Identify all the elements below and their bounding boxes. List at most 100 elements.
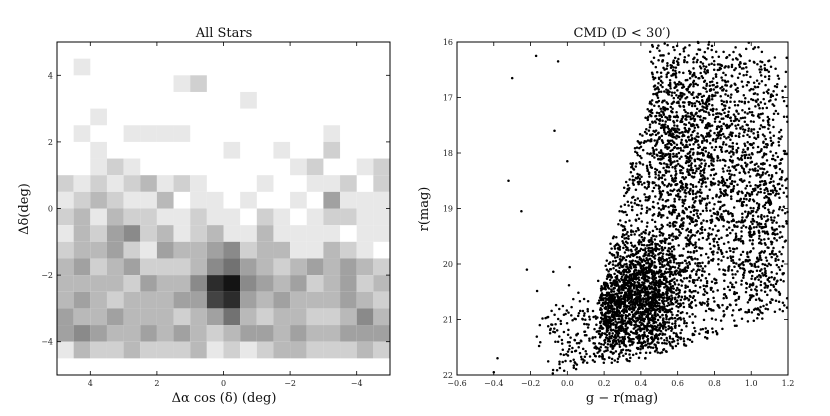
scatter-point xyxy=(713,202,716,206)
scatter-point xyxy=(719,200,722,204)
heatmap-cell xyxy=(240,225,257,242)
scatter-point xyxy=(683,198,687,202)
scatter-point xyxy=(763,215,766,218)
scatter-point xyxy=(686,264,690,268)
scatter-point xyxy=(743,142,746,146)
scatter-point xyxy=(783,304,786,307)
scatter-point xyxy=(653,248,657,251)
scatter-point xyxy=(701,108,704,112)
heatmap-cell xyxy=(57,175,74,192)
scatter-point xyxy=(673,254,676,258)
scatter-point xyxy=(709,221,713,224)
scatter-point xyxy=(669,282,672,286)
scatter-point xyxy=(759,124,763,127)
scatter-point xyxy=(687,298,691,301)
scatter-point xyxy=(677,192,680,196)
scatter-point xyxy=(634,188,638,191)
scatter-point xyxy=(640,289,643,292)
scatter-point xyxy=(636,308,640,311)
scatter-point xyxy=(722,225,725,228)
scatter-point xyxy=(714,91,717,94)
scatter-point xyxy=(663,333,667,336)
scatter-point xyxy=(649,165,653,169)
scatter-point xyxy=(641,327,645,330)
scatter-point xyxy=(675,289,678,292)
scatter-point xyxy=(676,124,679,128)
scatter-point xyxy=(742,276,745,279)
scatter-point xyxy=(681,143,685,147)
scatter-point xyxy=(755,269,759,272)
scatter-point xyxy=(645,225,649,228)
scatter-point xyxy=(712,296,715,300)
scatter-point xyxy=(682,71,685,75)
scatter-point xyxy=(757,103,760,106)
heatmap-cell xyxy=(290,191,307,209)
scatter-point xyxy=(745,153,748,157)
scatter-point xyxy=(651,293,655,296)
scatter-point xyxy=(756,145,760,149)
scatter-point xyxy=(749,184,752,188)
heatmap-cell xyxy=(356,241,374,259)
scatter-point xyxy=(671,347,675,350)
scatter-point xyxy=(705,69,709,73)
scatter-point xyxy=(667,83,671,87)
heatmap-cell xyxy=(173,208,191,226)
scatter-point xyxy=(670,250,674,253)
scatter-point xyxy=(633,297,637,301)
scatter-point xyxy=(654,121,657,124)
scatter-point xyxy=(599,345,603,349)
scatter-point xyxy=(734,57,738,60)
scatter-point xyxy=(703,139,706,142)
scatter-point xyxy=(739,253,743,257)
scatter-point xyxy=(638,173,641,177)
heatmap-cell xyxy=(206,291,224,309)
scatter-point xyxy=(660,134,664,138)
scatter-point xyxy=(644,232,647,235)
scatter-point xyxy=(677,264,681,268)
scatter-point xyxy=(626,332,630,336)
scatter-point xyxy=(733,247,736,251)
scatter-point xyxy=(741,216,744,219)
scatter-point xyxy=(766,200,770,204)
scatter-point xyxy=(652,152,656,155)
scatter-point xyxy=(668,317,672,320)
scatter-point xyxy=(605,259,609,262)
scatter-point xyxy=(765,68,769,72)
scatter-point xyxy=(620,320,623,323)
scatter-point xyxy=(752,189,756,193)
scatter-point xyxy=(769,177,773,180)
scatter-point xyxy=(702,293,705,296)
scatter-point xyxy=(745,282,749,286)
scatter-point xyxy=(669,153,672,156)
scatter-point xyxy=(717,258,720,261)
scatter-point xyxy=(777,192,780,196)
scatter-point xyxy=(625,248,628,251)
scatter-point xyxy=(678,189,682,193)
scatter-point xyxy=(646,180,649,184)
scatter-point xyxy=(715,216,719,220)
scatter-point xyxy=(721,215,724,219)
scatter-point xyxy=(620,223,623,227)
scatter-point xyxy=(772,180,775,183)
scatter-point xyxy=(737,220,741,223)
scatter-point xyxy=(766,170,769,174)
scatter-point xyxy=(605,333,609,337)
scatter-point xyxy=(686,285,690,289)
scatter-point xyxy=(652,280,655,284)
scatter-point xyxy=(670,270,673,274)
heatmap-cell xyxy=(90,291,107,309)
scatter-point xyxy=(770,298,773,301)
scatter-point xyxy=(698,199,701,202)
scatter-point xyxy=(635,177,639,180)
scatter-point xyxy=(726,169,729,173)
heatmap-cell xyxy=(240,258,257,276)
scatter-point xyxy=(773,56,777,59)
scatter-point xyxy=(715,127,719,131)
scatter-point xyxy=(759,280,763,283)
scatter-point xyxy=(598,342,601,345)
scatter-point xyxy=(774,98,777,101)
scatter-point xyxy=(754,105,757,108)
scatter-point xyxy=(709,173,713,177)
scatter-point xyxy=(645,315,648,319)
scatter-point xyxy=(644,268,648,271)
